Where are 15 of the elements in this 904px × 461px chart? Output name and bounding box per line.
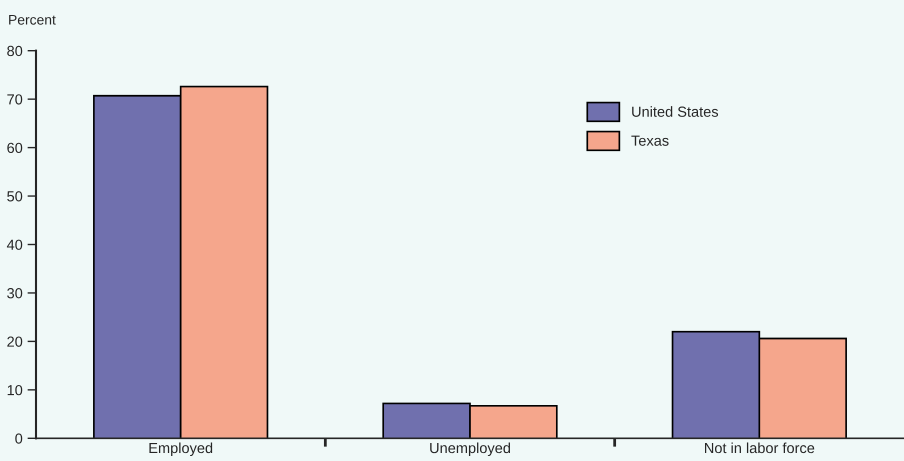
- y-axis-title: Percent: [9, 15, 56, 25]
- legend-label: Texas: [631, 136, 669, 146]
- y-tick-label: 60: [7, 142, 22, 154]
- y-tick-label: 70: [7, 94, 22, 105]
- y-tick-label: 20: [7, 336, 22, 347]
- x-tick-label: Not in labor force: [705, 442, 814, 454]
- y-tick-label: 10: [8, 384, 22, 396]
- y-tick-label: 0: [15, 433, 22, 444]
- x-tick-label: Unemployed: [430, 442, 510, 456]
- y-tick-label: 50: [7, 191, 22, 202]
- y-tick-label: 30: [7, 288, 22, 298]
- y-tick-label: 80: [7, 46, 22, 56]
- legend-label: United States: [632, 106, 718, 117]
- x-tick-label: Employed: [149, 442, 212, 456]
- y-tick-label: 40: [6, 240, 22, 250]
